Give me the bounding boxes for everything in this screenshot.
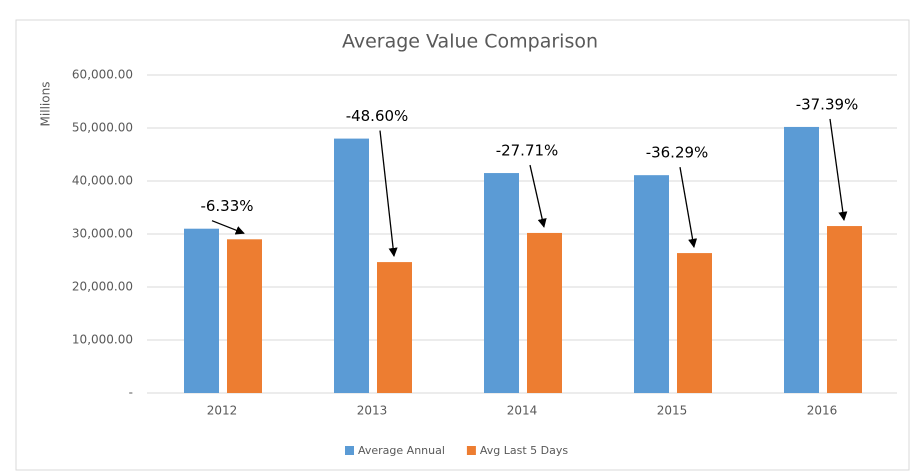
bar (527, 232, 562, 393)
annotation-arrow (679, 167, 698, 248)
y-tick-label: 40,000.00 (72, 174, 133, 188)
chart-title: Average Value Comparison (342, 31, 598, 53)
bar (484, 173, 519, 393)
y-tick-label: - (129, 386, 133, 400)
annotation: -27.71% (496, 142, 559, 160)
bar (827, 226, 862, 393)
bar (634, 175, 669, 393)
x-tick-label: 2016 (807, 404, 838, 418)
y-tick-label: 20,000.00 (72, 280, 133, 294)
bar (377, 262, 412, 393)
bar (227, 239, 262, 393)
x-tick-label: 2015 (657, 404, 688, 418)
legend-swatch (345, 446, 354, 455)
x-tick-label: 2013 (357, 404, 388, 418)
y-tick-label: 60,000.00 (72, 68, 133, 82)
annotation-arrow (829, 118, 848, 221)
legend-swatch (466, 446, 476, 455)
annotation: -36.29% (646, 144, 709, 162)
annotation: -37.39% (796, 95, 859, 113)
annotation: -6.33% (200, 197, 253, 215)
y-tick-label: 30,000.00 (72, 227, 133, 241)
bar (184, 228, 219, 393)
chart-border (15, 19, 910, 471)
x-tick-label: 2012 (207, 404, 238, 418)
legend-label: Avg Last 5 Days (480, 444, 568, 457)
bar (677, 253, 712, 393)
x-tick-label: 2014 (507, 404, 538, 418)
annotation-arrow (211, 220, 245, 235)
annotation-arrow (529, 164, 547, 228)
bar (784, 126, 819, 393)
legend-label: Average Annual (358, 444, 445, 457)
y-axis-label: Millions (39, 82, 53, 127)
bar (334, 138, 369, 393)
annotation: -48.60% (346, 107, 409, 125)
annotation-arrow (379, 130, 398, 257)
y-tick-label: 50,000.00 (72, 121, 133, 135)
y-tick-label: 10,000.00 (72, 333, 133, 347)
